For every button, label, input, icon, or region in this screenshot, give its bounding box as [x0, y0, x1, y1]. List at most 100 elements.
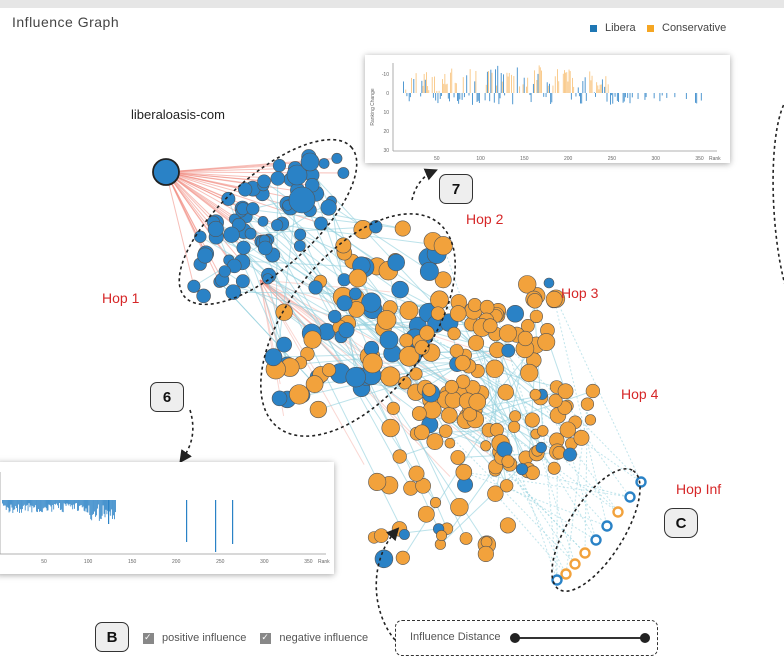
ranking-bar: [545, 93, 547, 98]
y-tick-label: -10: [382, 72, 389, 78]
ranking-bar: [534, 70, 535, 93]
hop-inf-node: [569, 558, 581, 570]
graph-node: [380, 366, 401, 387]
graph-node: [467, 298, 482, 312]
ranking-bar: [114, 500, 115, 520]
ranking-bar: [653, 93, 655, 99]
ranking-bar: [17, 500, 18, 512]
x-tick-label: 50: [434, 156, 440, 162]
ranking-bar: [111, 500, 113, 510]
graph-node: [275, 303, 293, 321]
ranking-bar: [476, 93, 478, 102]
graph-node: [394, 220, 411, 237]
ranking-bar: [84, 500, 86, 512]
ranking-bar: [564, 70, 565, 93]
ranking-bar: [469, 69, 471, 93]
ranking-bar: [541, 70, 542, 93]
positive-edge: [468, 365, 619, 513]
ranking-bar: [43, 500, 45, 508]
liberal-swatch: [590, 24, 597, 32]
ranking-bar: [618, 93, 619, 102]
distance-slider-track[interactable]: [514, 637, 644, 639]
graph-node: [449, 305, 467, 322]
ranking-bar: [63, 500, 65, 504]
ranking-bar: [478, 93, 480, 104]
ranking-bar: [554, 76, 556, 93]
ranking-bar: [488, 71, 489, 93]
graph-node: [194, 230, 207, 243]
callout-7: 7: [439, 174, 473, 204]
ranking-bar: [104, 500, 106, 518]
graph-node: [286, 164, 308, 186]
graph-node: [331, 152, 343, 164]
graph-node: [294, 228, 307, 241]
ranking-bar: [97, 500, 98, 509]
ranking-bar: [591, 75, 593, 93]
ranking-bar: [593, 92, 595, 93]
ranking-bar: [700, 93, 702, 101]
graph-node: [529, 309, 543, 324]
graph-node: [257, 240, 273, 256]
ranking-bar: [57, 500, 58, 506]
ranking-bar: [73, 500, 75, 505]
ranking-bar: [506, 72, 508, 93]
ranking-bar: [40, 500, 41, 512]
graph-node: [322, 363, 336, 377]
positive-influence-label: positive influence: [162, 632, 247, 644]
ranking-bar: [595, 93, 596, 97]
graph-node: [392, 449, 407, 464]
ranking-bar: [513, 76, 515, 93]
ranking-bar: [645, 93, 647, 98]
ranking-bar: [436, 90, 438, 93]
ranking-bar: [77, 500, 78, 511]
graph-node: [468, 334, 485, 351]
ranking-bar: [644, 93, 646, 100]
ranking-bar: [437, 93, 439, 104]
ranking-bar: [696, 93, 698, 104]
graph-node: [506, 304, 524, 323]
ranking-bar: [495, 69, 496, 93]
graph-node: [196, 288, 211, 304]
positive-influence-checkbox[interactable]: [143, 632, 154, 644]
ranking-bar: [490, 69, 492, 93]
ranking-bar: [44, 500, 46, 507]
positive-edge: [463, 471, 631, 498]
ranking-bar: [443, 83, 445, 93]
distance-slider-min-handle[interactable]: [510, 633, 520, 643]
graph-node: [262, 273, 274, 285]
ranking-bar: [605, 76, 607, 93]
graph-node: [509, 410, 522, 423]
ranking-bar: [4, 500, 6, 506]
hop-2-label: Hop 2: [466, 211, 504, 227]
ranking-bar: [427, 86, 429, 93]
ranking-bar: [503, 74, 504, 93]
graph-node: [527, 293, 543, 309]
ranking-bar: [94, 500, 95, 512]
x-tick-label: 200: [172, 559, 181, 565]
ranking-bar: [2, 500, 3, 504]
ranking-bar: [42, 500, 44, 509]
top-band: [0, 0, 784, 8]
ranking-bar: [62, 500, 64, 513]
graph-node: [498, 324, 517, 343]
ranking-bar: [31, 500, 33, 513]
graph-node: [361, 292, 382, 313]
ranking-bar: [585, 93, 587, 101]
graph-node: [520, 363, 539, 383]
distance-slider-max-handle[interactable]: [640, 633, 650, 643]
positive-edge: [387, 270, 407, 341]
influence-distance-label: Influence Distance: [410, 631, 501, 643]
graph-node: [368, 472, 387, 491]
graph-node: [305, 375, 324, 393]
graph-node: [244, 227, 257, 240]
ranking-bar: [59, 500, 60, 504]
ranking-bar: [100, 500, 102, 520]
ranking-bar: [610, 93, 611, 105]
ranking-bar: [186, 500, 188, 542]
positive-edge: [234, 218, 444, 247]
ranking-bar: [420, 93, 422, 97]
graph-node: [395, 550, 410, 565]
negative-influence-checkbox[interactable]: [260, 632, 272, 644]
ranking-bar: [35, 500, 37, 506]
